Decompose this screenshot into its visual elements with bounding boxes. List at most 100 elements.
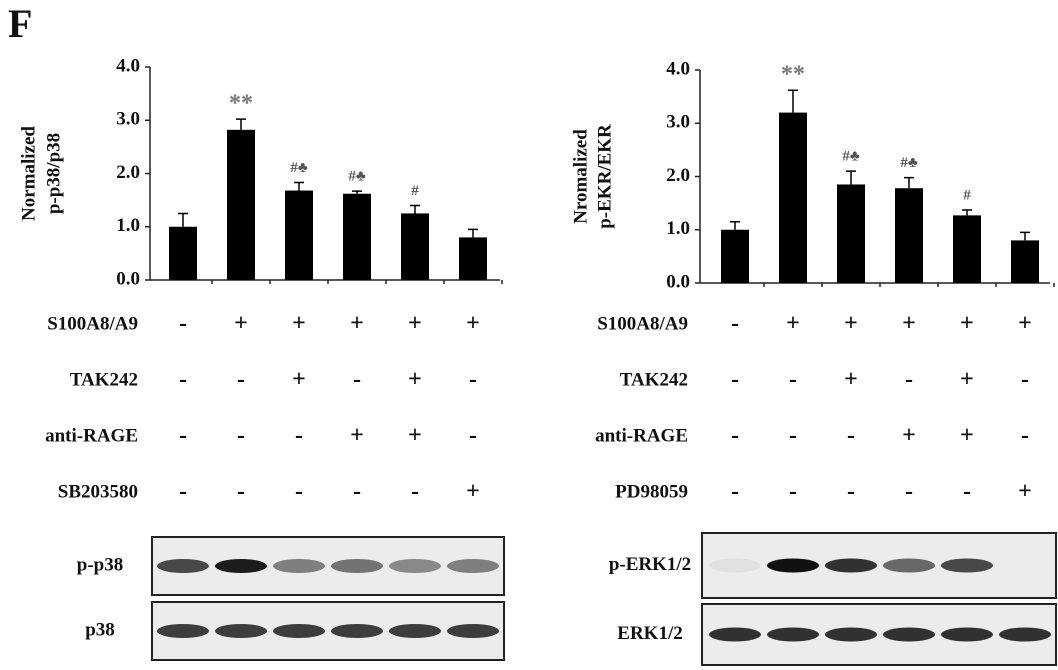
treatment-sign: + bbox=[960, 311, 974, 337]
treatment-sign: - bbox=[1021, 367, 1029, 393]
bar bbox=[837, 184, 865, 283]
blot-band bbox=[447, 559, 499, 573]
y-axis-label: p-EKR/EKR bbox=[594, 124, 615, 229]
bar bbox=[779, 112, 807, 283]
y-tick-label: 4.0 bbox=[116, 55, 140, 76]
blot-frame bbox=[151, 601, 505, 661]
treatment-sign: + bbox=[960, 367, 974, 393]
treatment-sign: + bbox=[408, 367, 422, 393]
blot-band bbox=[883, 558, 935, 573]
y-tick-label: 3.0 bbox=[666, 112, 690, 133]
treatment-sign: + bbox=[350, 423, 364, 449]
treatment-name: S100A8/A9 bbox=[47, 313, 138, 334]
bar bbox=[953, 215, 981, 283]
significance-label: #♣ bbox=[842, 149, 860, 165]
y-tick-label: 1.0 bbox=[666, 218, 690, 239]
significance-label: # bbox=[411, 183, 419, 199]
treatment-sign: - bbox=[789, 367, 797, 393]
treatment-sign: - bbox=[963, 479, 971, 505]
blot-band bbox=[825, 558, 877, 573]
treatment-name: TAK242 bbox=[70, 369, 138, 390]
treatment-sign: - bbox=[905, 367, 913, 393]
blot-band bbox=[941, 558, 993, 573]
blot-band bbox=[825, 627, 877, 642]
treatment-name: PD98059 bbox=[615, 481, 688, 502]
y-tick-label: 2.0 bbox=[116, 162, 140, 183]
treatment-sign: + bbox=[234, 311, 248, 337]
error-bar bbox=[1020, 231, 1030, 241]
bar bbox=[285, 190, 313, 280]
treatment-sign: + bbox=[786, 311, 800, 337]
treatment-sign: - bbox=[237, 479, 245, 505]
treatment-sign: + bbox=[350, 311, 364, 337]
treatment-sign: + bbox=[844, 367, 858, 393]
blot-band bbox=[331, 559, 383, 573]
significance-label: #♣ bbox=[348, 169, 366, 185]
treatment-sign: + bbox=[408, 311, 422, 337]
blot-label: p38 bbox=[85, 619, 115, 640]
y-tick-label: 2.0 bbox=[666, 165, 690, 186]
blot-band bbox=[709, 558, 761, 573]
treatment-sign: + bbox=[466, 479, 480, 505]
treatment-sign: - bbox=[237, 423, 245, 449]
treatment-sign: - bbox=[353, 479, 361, 505]
treatment-sign: + bbox=[902, 311, 916, 337]
treatment-sign: - bbox=[237, 367, 245, 393]
treatment-sign: + bbox=[844, 311, 858, 337]
bar bbox=[169, 226, 197, 280]
blot-band bbox=[389, 559, 441, 573]
error-bar bbox=[236, 118, 246, 130]
bar bbox=[1011, 240, 1039, 283]
blot-band bbox=[883, 627, 935, 642]
error-bar bbox=[410, 204, 420, 214]
y-tick-label: 3.0 bbox=[116, 109, 140, 130]
treatment-sign: + bbox=[1018, 479, 1032, 505]
blot-band bbox=[999, 627, 1051, 642]
blot-band bbox=[331, 624, 383, 638]
error-bar bbox=[962, 209, 972, 216]
significance-label: # bbox=[963, 187, 971, 203]
blot-band bbox=[273, 559, 325, 573]
bar bbox=[343, 193, 371, 280]
error-bar bbox=[468, 228, 478, 238]
blot-band bbox=[767, 558, 819, 573]
treatment-sign: - bbox=[847, 479, 855, 505]
blot-frame bbox=[151, 536, 505, 596]
blot-label: p-p38 bbox=[77, 554, 123, 575]
treatment-sign: - bbox=[411, 479, 419, 505]
treatment-sign: - bbox=[353, 367, 361, 393]
blot-band bbox=[215, 559, 267, 573]
blot-label: ERK1/2 bbox=[617, 623, 682, 644]
blot-label: p-ERK1/2 bbox=[609, 554, 691, 575]
treatment-sign: - bbox=[179, 423, 187, 449]
blot-band bbox=[157, 624, 209, 638]
blot-band bbox=[389, 624, 441, 638]
treatment-sign: + bbox=[466, 311, 480, 337]
significance-label: #♣ bbox=[290, 160, 308, 176]
significance-label: #♣ bbox=[900, 155, 918, 171]
treatment-name: TAK242 bbox=[620, 369, 688, 390]
treatment-sign: + bbox=[292, 311, 306, 337]
error-bar bbox=[730, 221, 740, 230]
treatment-sign: + bbox=[960, 423, 974, 449]
treatment-sign: - bbox=[179, 311, 187, 337]
treatment-name: anti-RAGE bbox=[595, 425, 688, 446]
bar bbox=[721, 229, 749, 283]
blot-band bbox=[273, 624, 325, 638]
significance-label: ** bbox=[229, 91, 253, 117]
y-axis-label: Normalized bbox=[18, 126, 39, 221]
y-tick-label: 0.0 bbox=[666, 271, 690, 292]
treatment-sign: - bbox=[731, 311, 739, 337]
blot-band bbox=[157, 559, 209, 573]
bar bbox=[401, 213, 429, 280]
treatment-sign: - bbox=[847, 423, 855, 449]
error-bar bbox=[352, 190, 362, 194]
treatment-sign: - bbox=[789, 479, 797, 505]
treatment-sign: - bbox=[789, 423, 797, 449]
y-tick-label: 0.0 bbox=[116, 268, 140, 289]
treatment-sign: + bbox=[902, 423, 916, 449]
treatment-sign: - bbox=[179, 479, 187, 505]
significance-label: ** bbox=[781, 62, 805, 88]
error-bar bbox=[178, 212, 188, 227]
